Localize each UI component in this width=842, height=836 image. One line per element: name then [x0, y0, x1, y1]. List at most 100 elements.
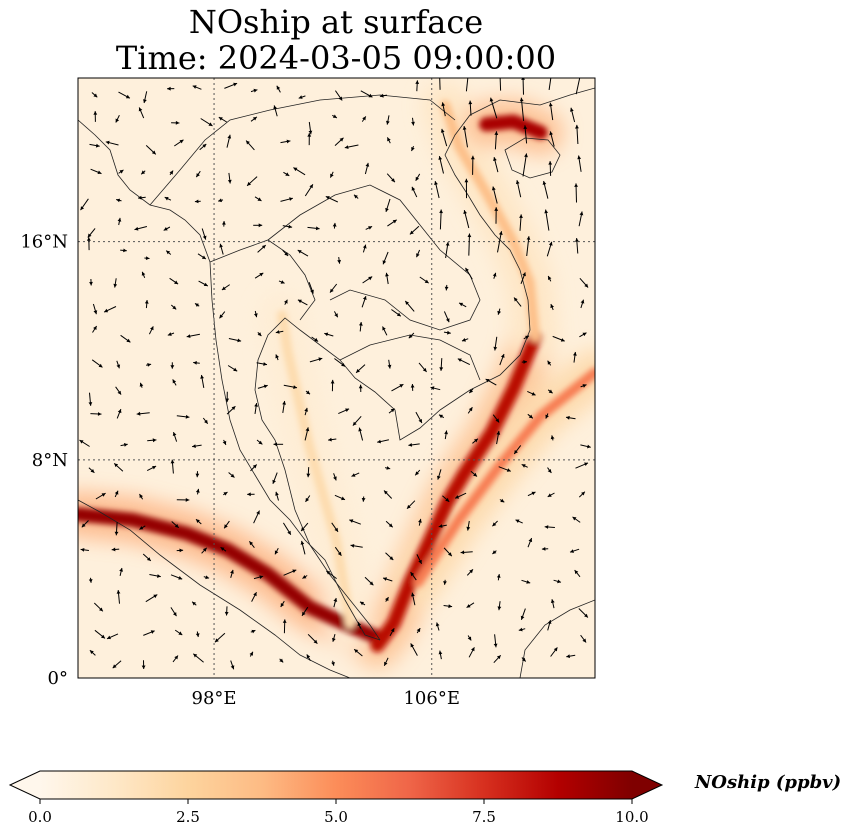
wind-arrow: [249, 651, 254, 657]
wind-arrow: [116, 590, 121, 604]
wind-arrow: [445, 241, 450, 258]
wind-arrow: [165, 250, 172, 255]
border-myanmar-thailand: [209, 239, 316, 321]
wind-arrow: [468, 647, 475, 658]
wind-arrow: [513, 445, 522, 455]
wind-arrow: [88, 392, 93, 406]
wind-arrow: [353, 194, 359, 199]
wind-arrow: [520, 608, 526, 620]
wind-arrow: [170, 607, 177, 617]
wind-arrow: [223, 520, 230, 529]
wind-arrow: [527, 390, 536, 396]
wind-arrow: [418, 518, 422, 526]
wind-arrow: [302, 575, 308, 579]
wind-arrow: [118, 169, 124, 174]
wind-arrow: [463, 209, 470, 229]
wind-arrow: [408, 443, 420, 447]
wind-arrow: [491, 186, 498, 204]
wind-arrow: [430, 386, 441, 391]
wind-arrow: [170, 304, 177, 310]
wind-arrow: [328, 437, 337, 442]
wind-arrow: [494, 131, 499, 150]
wind-arrow: [550, 435, 555, 441]
wind-arrow: [520, 272, 526, 284]
wind-arrow: [334, 546, 342, 556]
wind-arrow: [438, 414, 445, 419]
wind-arrow: [176, 498, 190, 502]
wind-arrow: [352, 415, 362, 426]
wind-arrow: [200, 374, 205, 388]
latitude-labels: 0° 8°N 16°N: [20, 232, 68, 689]
wind-arrow: [138, 107, 145, 119]
wind-arrow: [81, 520, 89, 528]
wind-arrow: [195, 631, 200, 638]
wind-arrow: [278, 280, 285, 284]
wind-arrow: [565, 415, 576, 420]
wind-arrow: [80, 198, 89, 211]
wind-arrow: [521, 579, 531, 584]
wind-arrow: [527, 537, 533, 548]
wind-arrow: [541, 547, 549, 551]
wind-arrow: [103, 306, 117, 313]
wind-arrow: [141, 660, 146, 670]
wind-arrow: [250, 629, 256, 634]
wind-arrow: [111, 547, 120, 552]
wind-arrow: [79, 439, 90, 447]
wind-arrow: [362, 244, 367, 253]
wind-arrow: [443, 579, 447, 585]
wind-arrow: [245, 140, 255, 151]
wind-arrow: [379, 93, 387, 98]
wind-arrow: [192, 653, 204, 663]
wind-arrow: [254, 403, 258, 414]
wind-arrow: [227, 365, 238, 372]
wind-arrow: [382, 251, 389, 265]
wind-arrow: [523, 125, 528, 144]
wind-arrow: [388, 408, 395, 414]
wind-arrow: [337, 257, 341, 264]
wind-arrow: [569, 548, 580, 553]
wind-arrow: [90, 412, 102, 416]
wind-arrow: [116, 198, 122, 203]
wind-arrow: [119, 567, 123, 577]
wind-arrow: [386, 173, 396, 183]
wind-arrow: [472, 438, 479, 444]
colorbar-extend-max: [632, 771, 662, 799]
wind-arrow: [330, 379, 335, 392]
wind-arrow: [460, 550, 473, 555]
wind-arrow: [464, 178, 469, 199]
wind-arrow: [194, 302, 200, 307]
colorbar-tick-label: 10.0: [615, 808, 648, 826]
wind-arrow: [434, 180, 440, 199]
wind-arrow: [496, 430, 501, 445]
wind-arrow: [547, 619, 552, 631]
wind-arrow: [134, 226, 148, 231]
wind-arrow: [174, 139, 184, 147]
wind-arrow: [497, 601, 502, 611]
wind-arrow: [499, 498, 505, 503]
wind-arrow: [385, 272, 389, 285]
wind-arrow: [465, 267, 473, 280]
wind-arrow: [440, 128, 448, 147]
wind-arrow: [115, 386, 122, 395]
wind-arrow: [333, 311, 339, 318]
wind-arrow: [544, 209, 550, 231]
wind-arrow: [309, 357, 323, 363]
wind-arrow: [105, 140, 119, 146]
wind-arrow: [492, 520, 498, 527]
wind-arrow: [147, 438, 157, 443]
wind-arrow: [411, 186, 418, 198]
wind-arrow: [275, 330, 284, 334]
wind-arrow: [547, 360, 552, 366]
wind-arrow: [333, 473, 337, 481]
wind-arrow: [115, 114, 120, 123]
wind-arrow: [457, 358, 471, 366]
wind-arrow: [272, 472, 278, 484]
wind-arrow: [308, 121, 313, 135]
wind-arrow: [438, 524, 447, 528]
wind-arrow: [148, 326, 154, 335]
wind-arrow: [404, 300, 415, 312]
colorbar-tick-label: 5.0: [324, 808, 348, 826]
wind-arrow: [275, 354, 279, 361]
wind-arrow: [304, 407, 308, 416]
wind-arrow: [442, 495, 450, 503]
